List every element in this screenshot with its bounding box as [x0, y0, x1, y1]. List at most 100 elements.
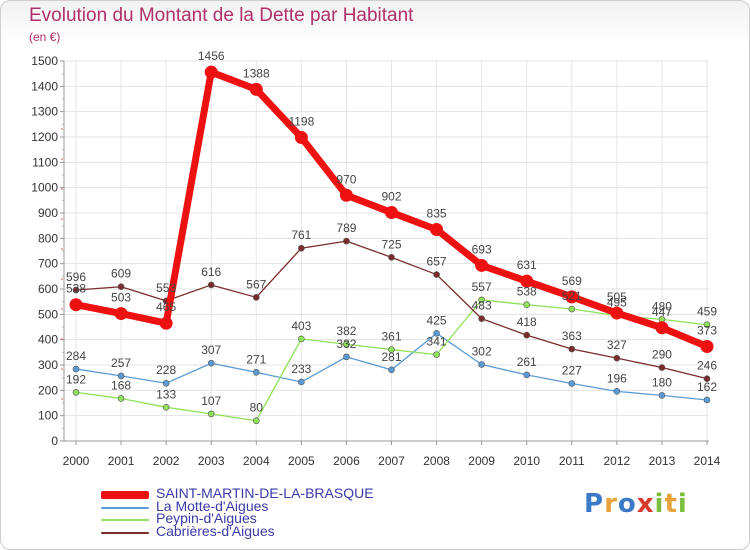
data-point	[385, 205, 398, 219]
y-tick-label: 1100	[32, 155, 58, 169]
data-point	[610, 306, 624, 320]
data-label: 567	[246, 277, 266, 291]
y-tick-label: 1300	[31, 105, 58, 119]
y-tick-label: 700	[38, 257, 58, 271]
legend-label: Peypin-d'Aigues	[156, 510, 257, 526]
data-label: 382	[336, 324, 356, 338]
y-tick-label: 400	[38, 333, 58, 347]
data-point	[613, 388, 621, 395]
data-point	[343, 340, 350, 348]
data-point	[252, 417, 260, 425]
plot-area	[64, 61, 709, 441]
data-label: 596	[66, 270, 86, 284]
data-point	[339, 188, 353, 202]
data-label: 302	[472, 344, 492, 358]
data-label: 503	[111, 291, 131, 305]
logo-letter: P	[584, 489, 605, 519]
data-point	[658, 392, 666, 399]
axis-mark	[61, 368, 63, 370]
data-label: 168	[111, 378, 131, 392]
data-point	[117, 372, 125, 380]
data-label: 133	[156, 387, 176, 401]
logo-letter: i	[677, 489, 688, 519]
legend-swatch	[101, 506, 149, 509]
data-point	[478, 296, 485, 304]
data-label: 521	[562, 289, 582, 303]
data-label: 107	[201, 394, 221, 408]
data-point	[565, 290, 579, 304]
data-label: 1456	[198, 49, 225, 63]
data-point	[343, 353, 350, 361]
data-point	[162, 379, 170, 387]
data-label: 902	[381, 189, 401, 203]
x-tick-label: 2013	[649, 454, 676, 468]
y-tick-label: 500	[38, 307, 58, 321]
data-label: 373	[697, 324, 717, 338]
data-label: 459	[697, 305, 717, 319]
data-label: 332	[336, 337, 356, 351]
axis-mark	[61, 218, 63, 220]
data-point	[520, 274, 534, 288]
data-label: 970	[336, 172, 356, 186]
data-point	[655, 321, 669, 335]
x-tick-label: 2000	[63, 454, 90, 468]
x-tick-label: 2005	[288, 454, 315, 468]
data-label: 616	[201, 265, 221, 279]
unit-label: (en €)	[29, 30, 61, 44]
data-label: 80	[250, 401, 264, 415]
data-point	[475, 258, 489, 272]
data-point	[298, 335, 305, 343]
y-tick-label: 200	[38, 383, 58, 397]
legend-label: La Motte-d'Aigues	[156, 497, 269, 514]
legend-item: Peypin-d'Aigues	[101, 510, 431, 527]
data-point	[388, 346, 395, 353]
data-label: 227	[562, 363, 582, 377]
data-point	[207, 410, 215, 418]
axis-mark	[61, 158, 63, 160]
x-tick-label: 2002	[153, 454, 180, 468]
legend-swatch	[101, 491, 149, 499]
data-label: 290	[652, 348, 672, 362]
data-point	[478, 315, 485, 322]
data-label: 505	[607, 290, 627, 304]
data-label: 341	[427, 335, 447, 349]
data-label: 233	[291, 362, 311, 376]
data-label: 631	[517, 258, 537, 272]
data-label: 693	[472, 242, 492, 256]
legend-item: La Motte-d'Aigues	[101, 497, 431, 515]
data-label: 447	[652, 305, 672, 319]
data-label: 271	[246, 352, 266, 366]
data-point	[207, 281, 215, 289]
data-label: 257	[111, 356, 131, 370]
data-label: 281	[381, 350, 401, 364]
data-point	[568, 345, 576, 353]
logo-letter: o	[617, 489, 637, 519]
y-tick-label: 1000	[31, 181, 58, 195]
data-point	[523, 331, 531, 339]
data-point	[114, 307, 128, 321]
legend-item: Cabrières-d'Aigues	[101, 522, 431, 540]
data-point	[703, 321, 711, 329]
legend-swatch	[101, 531, 149, 534]
x-tick-label: 2003	[198, 454, 225, 468]
legend-label: Cabrières-d'Aigues	[156, 522, 275, 539]
data-point	[703, 375, 711, 382]
data-point	[69, 298, 83, 312]
x-tick-label: 2004	[243, 454, 270, 468]
logo-letter: x	[636, 489, 655, 519]
x-tick-label: 2006	[333, 454, 360, 468]
y-tick-label: 1400	[31, 79, 58, 93]
data-point	[568, 305, 576, 313]
data-label: 418	[517, 315, 537, 329]
data-label: 162	[697, 380, 717, 394]
data-point	[433, 351, 440, 358]
data-point	[162, 404, 170, 411]
data-point	[117, 395, 125, 402]
data-label: 1198	[288, 115, 314, 129]
proxiti-logo: Proxiti	[584, 489, 688, 519]
axis-mark	[61, 128, 63, 130]
data-point	[72, 365, 80, 373]
data-point	[613, 354, 621, 362]
